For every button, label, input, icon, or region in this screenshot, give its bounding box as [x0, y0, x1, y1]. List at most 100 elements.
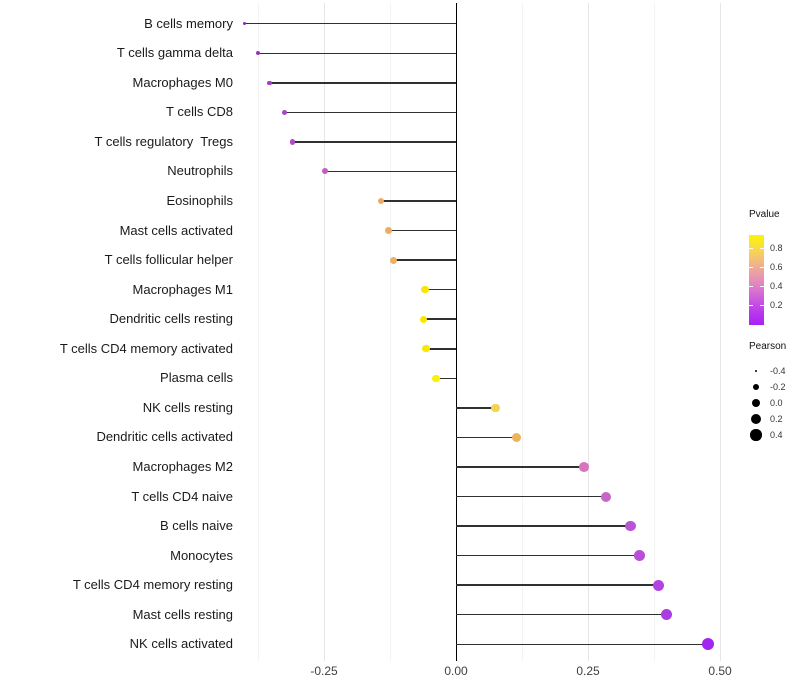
- lollipop-dot: [281, 109, 287, 115]
- lollipop-dot: [377, 197, 385, 205]
- colorbar-tick: [760, 305, 764, 306]
- size-legend-dot: [752, 383, 760, 391]
- lollipop-dot: [512, 432, 522, 442]
- category-label: Dendritic cells resting: [109, 311, 233, 327]
- size-legend-dot: [754, 369, 758, 373]
- category-label: Mast cells activated: [119, 222, 233, 238]
- colorbar-tick: [749, 305, 753, 306]
- lollipop-stick: [456, 584, 659, 586]
- lollipop-stick: [425, 348, 456, 350]
- lollipop-stick: [456, 643, 709, 645]
- lollipop-dot: [652, 579, 664, 591]
- major-gridline: [324, 3, 325, 661]
- pvalue-colorbar: [749, 235, 764, 325]
- x-tick-label: 0.00: [444, 664, 468, 678]
- colorbar-tick-label: 0.6: [770, 262, 783, 272]
- category-label: T cells CD4 memory activated: [59, 340, 233, 356]
- category-label: Dendritic cells activated: [96, 429, 233, 445]
- lollipop-stick: [456, 525, 631, 527]
- lollipop-stick: [424, 288, 456, 291]
- size-legend-label: 0.4: [770, 430, 783, 440]
- category-label: Macrophages M0: [132, 74, 233, 90]
- category-label: NK cells activated: [129, 636, 233, 652]
- minor-gridline: [522, 3, 523, 661]
- lollipop-dot: [578, 462, 589, 472]
- lollipop-dot: [661, 609, 673, 621]
- x-tick-label: 0.50: [708, 664, 732, 678]
- category-label: T cells regulatory Tregs: [94, 133, 233, 149]
- size-legend-dot: [751, 398, 761, 408]
- x-tick-label: 0.25: [576, 664, 600, 678]
- lollipop-dot: [321, 168, 328, 175]
- category-label: Macrophages M1: [132, 281, 233, 297]
- lollipop-stick: [292, 141, 456, 143]
- size-legend-label: 0.0: [770, 398, 783, 408]
- pearson-legend-title: Pearson: [749, 341, 787, 352]
- lollipop-dot: [385, 227, 393, 235]
- size-legend-label: -0.4: [770, 366, 786, 376]
- lollipop-stick: [456, 466, 584, 468]
- category-label: T cells follicular helper: [104, 252, 233, 268]
- lollipop-stick: [423, 318, 456, 320]
- lollipop-dot: [491, 403, 500, 413]
- category-label: T cells CD4 naive: [131, 488, 233, 504]
- colorbar-tick: [760, 286, 764, 287]
- size-legend-label: -0.2: [770, 382, 786, 392]
- lollipop-stick: [456, 407, 496, 409]
- colorbar-tick: [760, 248, 764, 249]
- minor-gridline: [390, 3, 391, 661]
- colorbar-tick: [760, 267, 764, 268]
- category-label: T cells CD8: [166, 104, 233, 120]
- lollipop-dot: [432, 374, 440, 383]
- category-label: T cells CD4 memory resting: [72, 577, 233, 593]
- major-gridline: [588, 3, 589, 661]
- lollipop-dot: [389, 256, 397, 264]
- lollipop-dot: [422, 345, 430, 353]
- category-label: Eosinophils: [166, 193, 234, 208]
- lollipop-stick: [244, 22, 456, 25]
- category-label: T cells gamma delta: [116, 45, 233, 61]
- lollipop-dot: [289, 139, 295, 145]
- lollipop-stick: [435, 377, 456, 380]
- pvalue-legend-title: Pvalue: [749, 209, 780, 220]
- lollipop-dot: [624, 520, 636, 532]
- lollipop-stick: [456, 436, 517, 439]
- category-label: B cells memory: [144, 15, 233, 31]
- colorbar-tick: [749, 267, 753, 268]
- lollipop-stick: [456, 554, 640, 557]
- lollipop-dot: [420, 315, 428, 323]
- major-gridline: [720, 3, 721, 661]
- lollipop-stick: [388, 229, 456, 232]
- lollipop-stick: [284, 111, 456, 114]
- lollipop-dot: [267, 80, 272, 86]
- x-tick-label: -0.25: [310, 664, 338, 678]
- lollipop-stick: [456, 495, 606, 498]
- lollipop-stick: [381, 200, 456, 202]
- size-legend-dot: [751, 414, 761, 424]
- colorbar-tick-label: 0.8: [770, 243, 783, 253]
- category-label: Mast cells resting: [132, 606, 233, 622]
- category-label: Monocytes: [170, 547, 233, 563]
- size-legend-label: 0.2: [770, 414, 783, 424]
- zero-reference-line: [456, 3, 458, 661]
- minor-gridline: [654, 3, 655, 661]
- lollipop-stick: [258, 52, 456, 54]
- minor-gridline: [258, 3, 259, 661]
- colorbar-tick-label: 0.4: [770, 281, 783, 291]
- lollipop-stick: [324, 170, 456, 173]
- category-label: B cells naive: [160, 518, 233, 534]
- colorbar-tick: [749, 286, 753, 287]
- category-label: Macrophages M2: [132, 458, 233, 474]
- lollipop-dot: [702, 638, 715, 651]
- lollipop-dot: [421, 285, 429, 294]
- lollipop-dot: [256, 51, 260, 56]
- colorbar-tick-label: 0.2: [770, 300, 783, 310]
- category-label: NK cells resting: [142, 399, 233, 415]
- lollipop-stick: [456, 613, 667, 616]
- category-label: Plasma cells: [160, 370, 233, 386]
- lollipop-dot: [600, 491, 611, 502]
